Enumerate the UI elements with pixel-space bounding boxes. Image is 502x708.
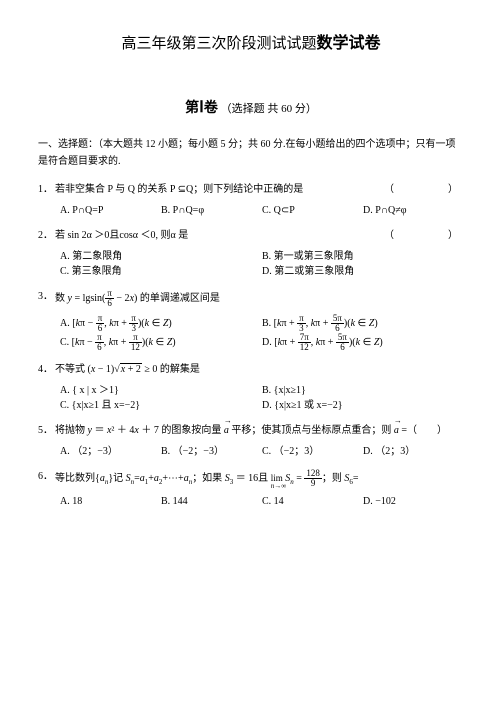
section-intro: 一、选择题：（本大题共 12 小题；每小题 5 分；共 60 分.在每小题给出的… bbox=[38, 136, 464, 170]
q5-num: 5． bbox=[38, 423, 53, 438]
q6-opt-d: D. −102 bbox=[363, 494, 464, 509]
q2-opt-b: B. 第一或第三象限角 bbox=[262, 249, 464, 264]
q2-opt-d: D. 第二或第三象限角 bbox=[262, 264, 464, 279]
q5-opt-d: D. （2；3） bbox=[363, 444, 464, 459]
q3-opt-b: B. [kπ + π3, kπ + 5π6)(k ∈ Z) bbox=[262, 314, 464, 333]
question-5: 5． 将抛物 y ＝ x² ＋ 4x ＋ 7 的图象按向量 a 平移；使其顶点与… bbox=[38, 423, 464, 459]
q3-opt-a: A. [kπ − π6, kπ + π3)(k ∈ Z) bbox=[60, 314, 262, 333]
q3-options: A. [kπ − π6, kπ + π3)(k ∈ Z) B. [kπ + π3… bbox=[38, 314, 464, 352]
q4-text: 不等式 (x − 1)x + 2 ≥ 0 的解集是 bbox=[55, 362, 464, 377]
section-title: 第Ⅰ卷 （选择题 共 60 分） bbox=[38, 96, 464, 120]
answer-paren: （ ） bbox=[384, 182, 464, 197]
q2-options: A. 第二象限角 B. 第一或第三象限角 C. 第三象限角 D. 第二或第三象限… bbox=[38, 249, 464, 279]
q5-opt-a: A. （2；−3） bbox=[60, 444, 161, 459]
q4-opt-a: A. { x | x ＞1} bbox=[60, 383, 262, 398]
q3-opt-c: C. [kπ − π6, kπ + π12)(k ∈ Z) bbox=[60, 333, 262, 352]
q1-num: 1． bbox=[38, 182, 53, 197]
q1-text: 若非空集合 P 与 Q 的关系 P ⊆Q；则下列结论中正确的是（ ） bbox=[55, 182, 464, 197]
q5-options: A. （2；−3） B. （−2；−3） C. （−2；3） D. （2；3） bbox=[38, 444, 464, 459]
q6-opt-b: B. 144 bbox=[161, 494, 262, 509]
q2-num: 2． bbox=[38, 228, 53, 243]
q4-opt-b: B. {x|x≥1} bbox=[262, 383, 464, 398]
q6-text: 等比数列{an}记 Sn=a1+a2+⋯+an；如果 S3 ＝ 16且 limn… bbox=[55, 469, 464, 488]
q1-options: A. P∩Q=P B. P∩Q=φ C. Q⊂P D. P∩Q≠φ bbox=[38, 203, 464, 218]
exam-title: 高三年级第三次阶段测试试题数学试卷 bbox=[38, 32, 464, 56]
q3-num: 3． bbox=[38, 289, 53, 308]
title-prefix: 高三年级第三次阶段测试试题 bbox=[121, 36, 316, 52]
question-4: 4． 不等式 (x − 1)x + 2 ≥ 0 的解集是 A. { x | x … bbox=[38, 362, 464, 413]
question-2: 2． 若 sin 2α ＞0且cosα ＜0, 则α 是（ ） A. 第二象限角… bbox=[38, 228, 464, 279]
q3-text: 数 y = lgsin(π6 − 2x) 的单调递减区间是 bbox=[55, 289, 464, 308]
q4-opt-d: D. {x|x≥1 或 x=−2} bbox=[262, 398, 464, 413]
q2-opt-c: C. 第三象限角 bbox=[60, 264, 262, 279]
q1-opt-a: A. P∩Q=P bbox=[60, 203, 161, 218]
q6-opt-a: A. 18 bbox=[60, 494, 161, 509]
q3-opt-d: D. [kπ + 7π12, kπ + 5π6)(k ∈ Z) bbox=[262, 333, 464, 352]
q5-text: 将抛物 y ＝ x² ＋ 4x ＋ 7 的图象按向量 a 平移；使其顶点与坐标原… bbox=[55, 423, 464, 438]
title-bold: 数学试卷 bbox=[317, 35, 381, 52]
question-6: 6． 等比数列{an}记 Sn=a1+a2+⋯+an；如果 S3 ＝ 16且 l… bbox=[38, 469, 464, 509]
q2-opt-a: A. 第二象限角 bbox=[60, 249, 262, 264]
q5-opt-b: B. （−2；−3） bbox=[161, 444, 262, 459]
question-1: 1． 若非空集合 P 与 Q 的关系 P ⊆Q；则下列结论中正确的是（ ） A.… bbox=[38, 182, 464, 218]
answer-paren: （ ） bbox=[384, 228, 464, 243]
q2-text: 若 sin 2α ＞0且cosα ＜0, 则α 是（ ） bbox=[55, 228, 464, 243]
q6-num: 6． bbox=[38, 469, 53, 488]
q5-opt-c: C. （−2；3） bbox=[262, 444, 363, 459]
q4-opt-c: C. {x|x≥1 且 x=−2} bbox=[60, 398, 262, 413]
q4-num: 4． bbox=[38, 362, 53, 377]
q6-options: A. 18 B. 144 C. 14 D. −102 bbox=[38, 494, 464, 509]
q1-opt-b: B. P∩Q=φ bbox=[161, 203, 262, 218]
q6-opt-c: C. 14 bbox=[262, 494, 363, 509]
q4-options: A. { x | x ＞1} B. {x|x≥1} C. {x|x≥1 且 x=… bbox=[38, 383, 464, 413]
q1-opt-d: D. P∩Q≠φ bbox=[363, 203, 464, 218]
q1-opt-c: C. Q⊂P bbox=[262, 203, 363, 218]
question-3: 3． 数 y = lgsin(π6 − 2x) 的单调递减区间是 A. [kπ … bbox=[38, 289, 464, 352]
